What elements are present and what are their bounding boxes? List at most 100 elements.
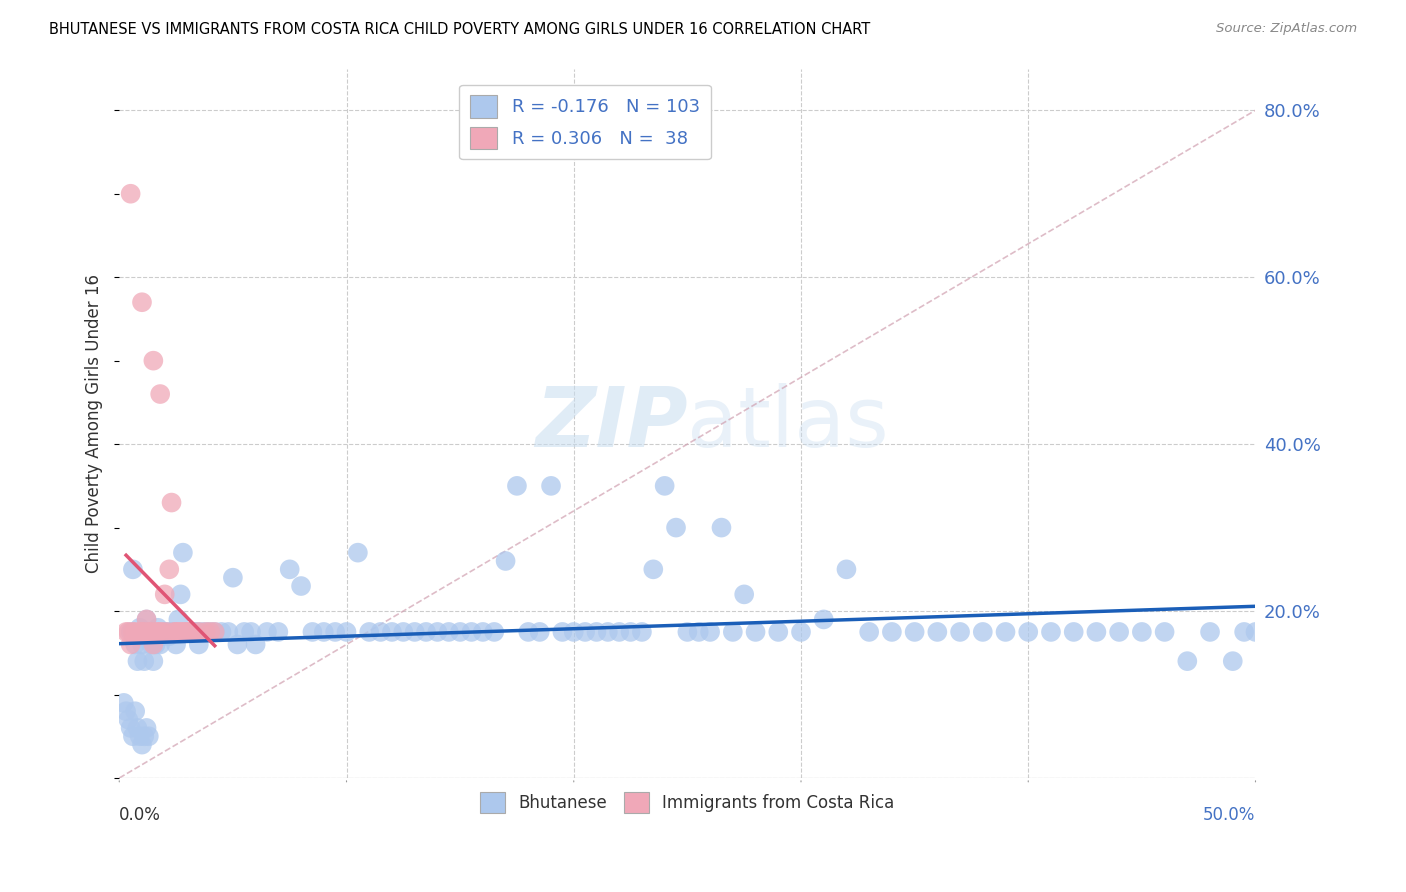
Point bbox=[128, 729, 150, 743]
Point bbox=[167, 624, 190, 639]
Point bbox=[904, 624, 927, 639]
Point bbox=[131, 295, 153, 310]
Point bbox=[122, 729, 145, 743]
Point bbox=[117, 713, 139, 727]
Point bbox=[134, 654, 156, 668]
Point bbox=[124, 624, 146, 639]
Point bbox=[198, 624, 221, 639]
Point bbox=[115, 624, 138, 639]
Point bbox=[540, 479, 562, 493]
Point bbox=[471, 624, 494, 639]
Point bbox=[120, 624, 142, 639]
Text: Source: ZipAtlas.com: Source: ZipAtlas.com bbox=[1216, 22, 1357, 36]
Text: atlas: atlas bbox=[688, 383, 889, 464]
Point bbox=[176, 624, 198, 639]
Point bbox=[122, 562, 145, 576]
Point bbox=[665, 520, 688, 534]
Point bbox=[240, 624, 263, 639]
Point bbox=[1108, 624, 1130, 639]
Point bbox=[631, 624, 654, 639]
Point bbox=[233, 624, 256, 639]
Point bbox=[312, 624, 335, 639]
Point bbox=[124, 704, 146, 718]
Point bbox=[135, 612, 157, 626]
Point bbox=[187, 637, 209, 651]
Point bbox=[165, 624, 187, 639]
Point bbox=[449, 624, 471, 639]
Point bbox=[138, 624, 160, 639]
Point bbox=[134, 624, 156, 639]
Point bbox=[1233, 624, 1256, 639]
Point bbox=[323, 624, 346, 639]
Point bbox=[176, 624, 198, 639]
Point bbox=[1199, 624, 1222, 639]
Point bbox=[169, 587, 191, 601]
Point bbox=[167, 612, 190, 626]
Point bbox=[160, 495, 183, 509]
Point bbox=[460, 624, 482, 639]
Point bbox=[484, 624, 506, 639]
Point bbox=[152, 624, 174, 639]
Point bbox=[517, 624, 540, 639]
Point bbox=[174, 624, 197, 639]
Point bbox=[733, 587, 755, 601]
Point bbox=[495, 554, 517, 568]
Point bbox=[1153, 624, 1175, 639]
Point bbox=[131, 624, 153, 639]
Point bbox=[204, 624, 226, 639]
Point bbox=[186, 624, 208, 639]
Point bbox=[187, 624, 209, 639]
Text: BHUTANESE VS IMMIGRANTS FROM COSTA RICA CHILD POVERTY AMONG GIRLS UNDER 16 CORRE: BHUTANESE VS IMMIGRANTS FROM COSTA RICA … bbox=[49, 22, 870, 37]
Point bbox=[157, 562, 180, 576]
Point bbox=[142, 654, 165, 668]
Point bbox=[426, 624, 449, 639]
Point bbox=[359, 624, 381, 639]
Point bbox=[165, 637, 187, 651]
Point bbox=[120, 186, 142, 201]
Point bbox=[131, 738, 153, 752]
Point bbox=[156, 624, 179, 639]
Text: 0.0%: 0.0% bbox=[120, 806, 162, 824]
Point bbox=[574, 624, 596, 639]
Point bbox=[179, 624, 201, 639]
Point bbox=[256, 624, 278, 639]
Point bbox=[152, 629, 174, 643]
Point bbox=[347, 546, 370, 560]
Point bbox=[392, 624, 415, 639]
Point bbox=[813, 612, 835, 626]
Point bbox=[190, 624, 212, 639]
Point bbox=[160, 624, 183, 639]
Point bbox=[643, 562, 665, 576]
Point bbox=[1244, 624, 1267, 639]
Point bbox=[217, 624, 239, 639]
Point bbox=[1175, 654, 1198, 668]
Point bbox=[710, 520, 733, 534]
Point bbox=[153, 624, 176, 639]
Point bbox=[768, 624, 790, 639]
Point bbox=[370, 624, 392, 639]
Point bbox=[267, 624, 290, 639]
Point bbox=[142, 637, 165, 651]
Point bbox=[211, 624, 233, 639]
Point bbox=[1222, 654, 1244, 668]
Point bbox=[198, 624, 221, 639]
Point bbox=[204, 624, 226, 639]
Point bbox=[128, 621, 150, 635]
Point bbox=[245, 637, 267, 651]
Point bbox=[607, 624, 630, 639]
Point bbox=[404, 624, 426, 639]
Point bbox=[172, 546, 194, 560]
Point bbox=[619, 624, 641, 639]
Point bbox=[194, 624, 217, 639]
Point bbox=[127, 654, 149, 668]
Point bbox=[335, 624, 357, 639]
Point bbox=[146, 621, 169, 635]
Point bbox=[138, 729, 160, 743]
Point bbox=[927, 624, 949, 639]
Point bbox=[127, 629, 149, 643]
Point bbox=[149, 637, 172, 651]
Point bbox=[153, 587, 176, 601]
Point bbox=[156, 624, 179, 639]
Point bbox=[562, 624, 585, 639]
Point bbox=[1085, 624, 1108, 639]
